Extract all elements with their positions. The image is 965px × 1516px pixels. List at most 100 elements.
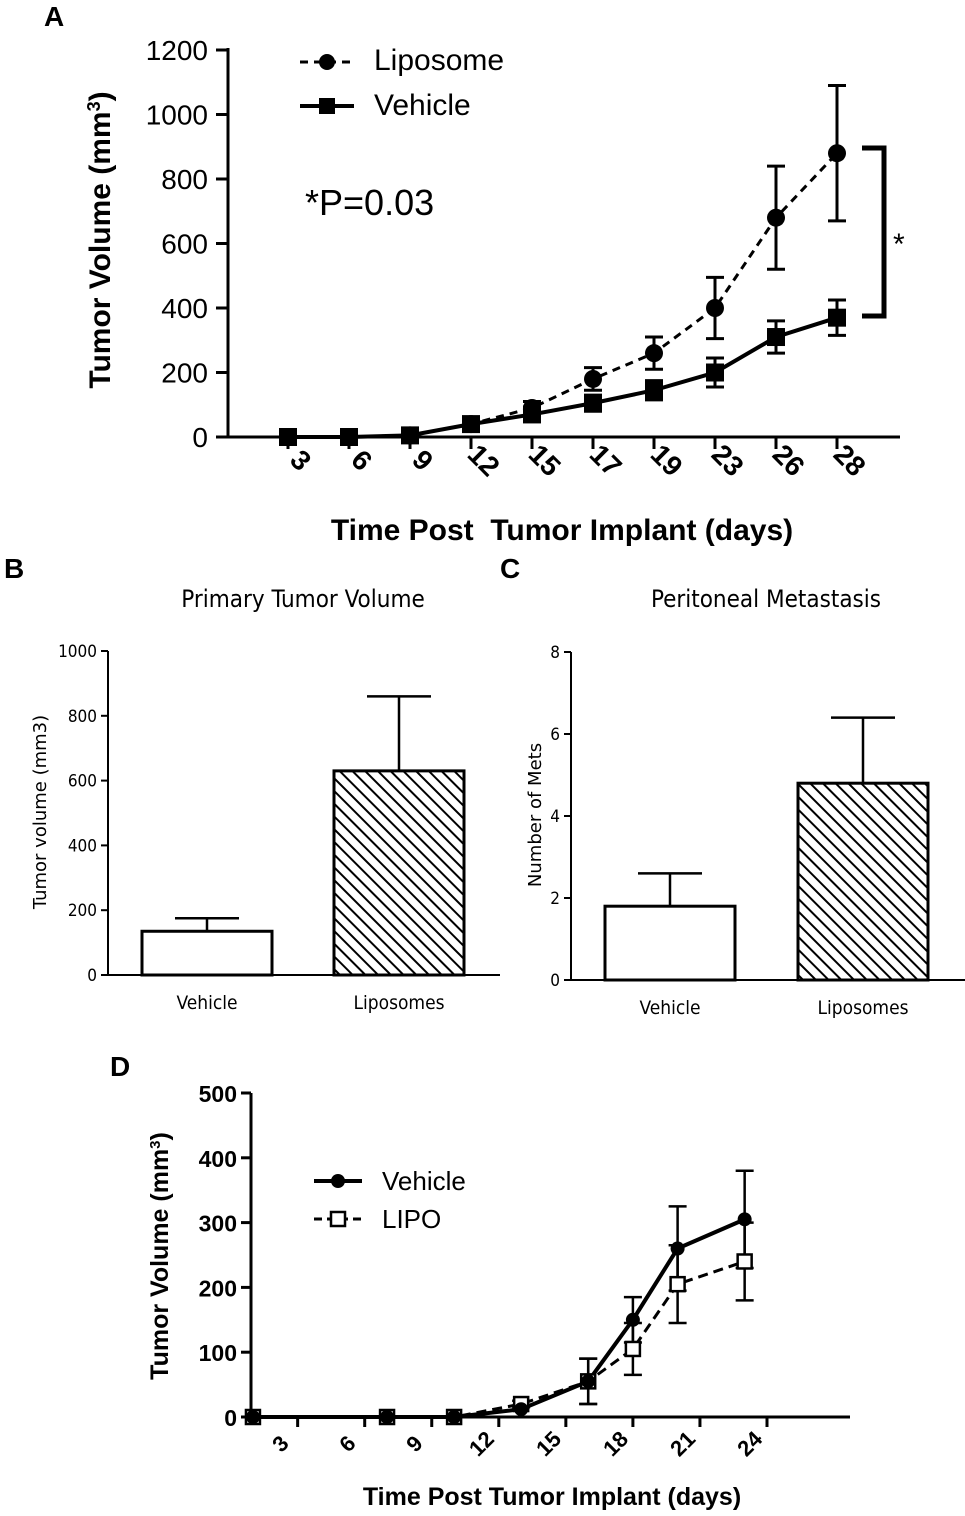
data-point xyxy=(581,1374,596,1389)
data-point xyxy=(645,344,663,363)
data-point xyxy=(669,1275,686,1293)
xtick-label-d: 18 xyxy=(598,1426,633,1461)
legend-marker-vehicle-d xyxy=(331,1174,345,1188)
chart-b-axes: 0 200 400 600 800 1000 Vehicle Liposomes xyxy=(58,642,500,1014)
ytick-label-d: 100 xyxy=(199,1340,237,1366)
ytick-label: 0 xyxy=(87,966,97,986)
legend-label-liposome: Liposome xyxy=(374,44,504,77)
chart-a-legend: Liposome Vehicle xyxy=(300,44,504,122)
xtick-label-d: 24 xyxy=(732,1426,768,1462)
data-point xyxy=(584,394,602,413)
ytick-label: 400 xyxy=(68,836,97,856)
xtick-label-d: 3 xyxy=(267,1431,293,1457)
data-point xyxy=(514,1402,529,1417)
ytick-label: 800 xyxy=(68,707,97,727)
data-point xyxy=(737,1212,752,1227)
chart-d-xlabel: Time Post Tumor Implant (days) xyxy=(363,1483,741,1511)
legend-marker-vehicle xyxy=(319,98,335,114)
chart-a-series xyxy=(279,83,846,446)
ytick-label: 8 xyxy=(550,643,560,663)
ytick-label-d: 200 xyxy=(199,1275,237,1301)
data-point xyxy=(380,1410,395,1424)
ytick-label-a: 0 xyxy=(192,422,208,453)
chart-d-legend: Vehicle LIPO xyxy=(314,1166,466,1234)
chart-d-series xyxy=(244,1169,754,1426)
series-line-vehicle xyxy=(288,315,838,439)
significance-star: * xyxy=(893,228,905,261)
data-point xyxy=(584,369,602,388)
data-point xyxy=(736,1253,753,1270)
xtick-label-a: 28 xyxy=(828,438,872,482)
data-point xyxy=(625,1312,640,1327)
data-point xyxy=(670,1241,685,1256)
data-point xyxy=(401,426,419,445)
series-line-lipo xyxy=(252,1260,746,1419)
chart-c: Peritoneal Metastasis Number of Mets 0 2 4… xyxy=(525,585,965,1019)
ytick-label: 4 xyxy=(550,807,560,827)
legend-marker-lipo xyxy=(329,1210,347,1228)
data-point xyxy=(645,381,663,400)
ytick-label-d: 0 xyxy=(224,1405,237,1431)
xtick-label-a: 15 xyxy=(523,438,567,482)
ytick-label: 6 xyxy=(550,725,560,745)
xtick-label-a: 12 xyxy=(462,438,506,482)
ytick-label: 2 xyxy=(550,889,560,909)
xtick-label-d: 12 xyxy=(464,1426,499,1461)
data-point xyxy=(523,405,541,424)
panel-letter-c: C xyxy=(500,553,520,584)
legend-label-vehicle-d: Vehicle xyxy=(382,1166,466,1196)
ytick-label-a: 400 xyxy=(161,293,208,324)
data-point xyxy=(279,428,297,446)
ytick-label-a: 600 xyxy=(161,229,208,260)
data-point xyxy=(828,144,846,163)
xtick-label-d: 9 xyxy=(401,1431,427,1457)
chart-d: 0 100 200 300 400 500 3 6 9 12 15 18 21 24 Tumor Volu… xyxy=(146,1081,850,1511)
ytick-label-a: 1200 xyxy=(146,35,208,66)
data-point xyxy=(828,308,846,327)
data-point xyxy=(767,328,785,347)
legend-label-lipo: LIPO xyxy=(382,1204,441,1234)
data-point xyxy=(767,208,785,227)
panel-letter-a: A xyxy=(44,1,64,32)
chart-b: Primary Tumor Volume Tumor volume (mm3) … xyxy=(30,585,500,1014)
ytick-label: 200 xyxy=(68,901,97,921)
data-point xyxy=(624,1340,642,1358)
data-point xyxy=(340,428,358,446)
xtick-label-d: 21 xyxy=(665,1426,700,1461)
ytick-label-d: 400 xyxy=(199,1146,237,1172)
ytick-label-a: 1000 xyxy=(146,100,208,131)
panel-letter-d: D xyxy=(110,1051,130,1082)
ytick-label-d: 300 xyxy=(199,1211,237,1237)
chart-a-pvalue: *P=0.03 xyxy=(305,182,434,223)
ytick-label-d: 500 xyxy=(199,1081,237,1107)
data-point xyxy=(462,415,480,434)
bar-vehicle xyxy=(603,904,737,982)
ytick-label: 0 xyxy=(550,971,560,991)
data-point xyxy=(245,1410,260,1424)
xtick-label-a: 17 xyxy=(584,438,628,482)
xtick-label: Vehicle xyxy=(640,997,701,1019)
chart-a-axes xyxy=(216,48,900,449)
xtick-label: Vehicle xyxy=(177,992,238,1014)
data-point xyxy=(447,1410,462,1424)
xtick-label-a: 26 xyxy=(767,438,811,482)
data-point xyxy=(706,363,724,382)
chart-a-xlabel: Time Post Tumor Implant (days) xyxy=(331,514,793,547)
bar-vehicle xyxy=(140,929,274,977)
xtick-label-a: 23 xyxy=(706,438,750,482)
legend-label-vehicle: Vehicle xyxy=(374,89,471,122)
xtick-label-d: 6 xyxy=(334,1431,360,1457)
chart-a-xtick-labels: 3 6 9 12 15 17 19 23 26 28 xyxy=(284,438,871,482)
panel-letter-b: B xyxy=(4,553,24,584)
chart-d-ylabel: Tumor Volume (mm3) xyxy=(146,1132,174,1380)
bar-liposomes xyxy=(332,769,466,977)
ytick-label-a: 200 xyxy=(161,358,208,389)
chart-c-ylabel: Number of Mets xyxy=(525,743,546,887)
ytick-label: 600 xyxy=(68,772,97,792)
chart-a-ylabel: Tumor Volume (mm3) xyxy=(84,91,117,388)
xtick-label-a: 19 xyxy=(645,438,689,482)
legend-marker-liposome xyxy=(319,54,335,70)
significance-bracket xyxy=(862,145,887,319)
